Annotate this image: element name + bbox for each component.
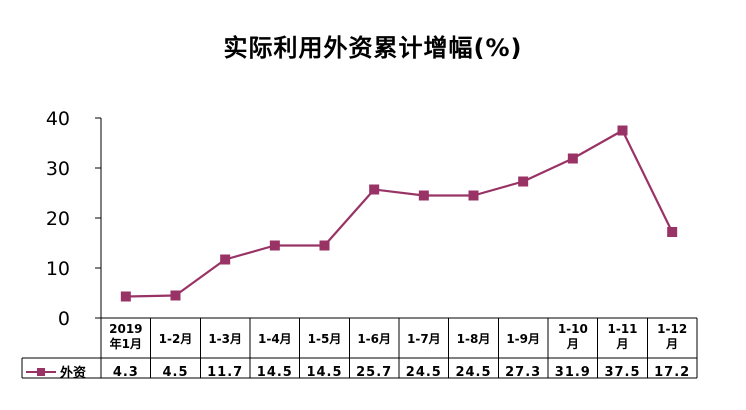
x-category-label: 1-4月: [258, 332, 292, 346]
data-point-marker: [319, 240, 330, 251]
y-axis-ticks: 0 10 20 30 40: [46, 108, 101, 330]
x-category-label: 1-2月: [159, 332, 193, 346]
table-value-cell: 25.7: [356, 365, 392, 380]
table-value-cell: 14.5: [257, 365, 293, 380]
y-tick-label: 40: [46, 108, 70, 130]
x-category-label: 1-10: [558, 322, 588, 336]
legend-series-name: 外资: [59, 365, 86, 381]
series-layer: [120, 125, 678, 302]
x-category-label: 1-3月: [208, 332, 242, 346]
x-category-label: 1-6月: [357, 332, 391, 346]
table-value-cell: 31.9: [555, 365, 591, 380]
x-category-label: 月: [566, 337, 579, 351]
table-value-cell: 11.7: [207, 365, 243, 380]
data-point-marker: [220, 254, 231, 265]
data-point-marker: [170, 290, 181, 301]
data-point-marker: [617, 125, 628, 136]
table-value-cell: 27.3: [505, 365, 541, 380]
chart-title: 实际利用外资累计增幅(%): [223, 34, 523, 62]
table-value-cell: 24.5: [455, 365, 491, 380]
data-point-marker: [567, 153, 578, 164]
data-point-marker: [369, 184, 380, 195]
x-category-label: 1-7月: [407, 332, 441, 346]
data-point-marker: [418, 190, 429, 201]
y-tick-label: 30: [46, 158, 70, 180]
x-category-label: 1-5月: [308, 332, 342, 346]
series-line: [125, 129, 674, 298]
table-value-cell: 24.5: [406, 365, 442, 380]
y-tick-label: 20: [46, 208, 70, 230]
data-point-marker: [518, 176, 529, 187]
table-value-cell: 4.5: [162, 365, 188, 380]
x-category-label: 1-11: [607, 322, 637, 336]
table-value-cell: 4.3: [113, 365, 139, 380]
x-category-label: 年1月: [110, 336, 142, 351]
y-tick-label: 10: [46, 258, 70, 280]
x-category-label: 1-12: [657, 322, 687, 336]
x-category-label: 1-9月: [506, 332, 540, 346]
x-category-label: 1-8月: [457, 332, 491, 346]
table-value-cell: 17.2: [654, 365, 690, 380]
x-category-label: 月: [615, 337, 628, 351]
legend-marker: [37, 368, 45, 376]
x-category-label: 月: [665, 337, 678, 351]
data-point-marker: [120, 291, 131, 302]
data-point-marker: [269, 240, 280, 251]
x-category-label: 2019: [109, 322, 142, 336]
data-point-marker: [667, 227, 678, 237]
table-value-cell: 14.5: [306, 365, 342, 380]
data-point-marker: [468, 190, 479, 201]
table-value-cell: 37.5: [604, 365, 640, 380]
y-tick-label: 0: [58, 308, 70, 330]
